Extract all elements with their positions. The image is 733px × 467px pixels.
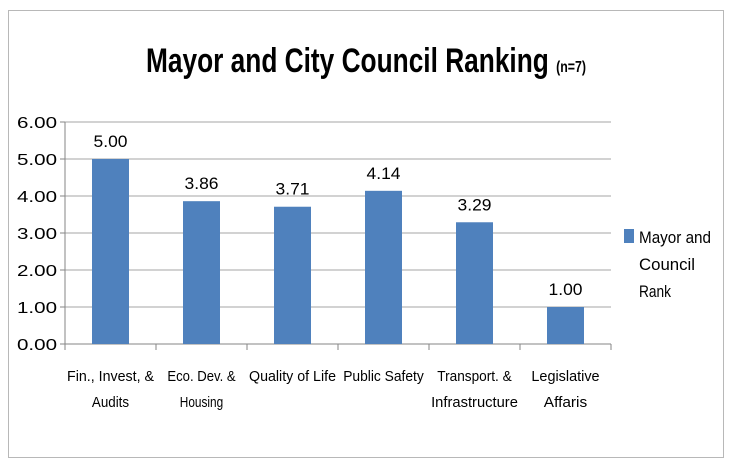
data-label: 1.00 (549, 280, 583, 299)
bar (547, 307, 584, 344)
y-tick-label: 5.00 (17, 152, 57, 169)
x-tick-label: Affaris (544, 394, 587, 411)
chart-frame (8, 10, 724, 458)
x-tick-label: Eco. Dev. & (167, 368, 235, 385)
y-tick-label: 6.00 (17, 115, 57, 132)
x-tick-label: Fin., Invest, & (67, 368, 154, 385)
bar (274, 206, 311, 344)
data-label: 3.86 (185, 174, 219, 193)
legend-label: Council (639, 255, 695, 274)
x-tick-label: Audits (92, 394, 129, 411)
y-tick-label: 0.00 (17, 337, 57, 354)
y-tick-label: 4.00 (17, 189, 57, 206)
bar (92, 159, 129, 344)
bar (456, 222, 493, 344)
chart-title: Mayor and City Council Ranking (n=7) (146, 42, 586, 80)
x-tick-label: Legislative (531, 368, 599, 385)
bar (183, 201, 220, 344)
legend-swatch (624, 229, 634, 243)
data-label: 5.00 (94, 132, 128, 151)
y-tick-label: 2.00 (17, 263, 57, 280)
data-label: 3.29 (458, 195, 492, 214)
x-tick-label: Quality of Life (249, 368, 336, 385)
bar (365, 190, 402, 344)
legend-label: Rank (639, 282, 671, 301)
x-tick-label: Housing (180, 394, 223, 411)
x-tick-label: Infrastructure (431, 394, 518, 411)
x-tick-label: Transport. & (437, 368, 511, 385)
data-label: 4.14 (367, 164, 401, 183)
y-tick-label: 3.00 (17, 226, 57, 243)
x-tick-label: Public Safety (343, 368, 424, 385)
data-label: 3.71 (276, 180, 310, 199)
y-tick-label: 1.00 (17, 300, 57, 317)
chart-subtitle: (n=7) (556, 59, 586, 76)
legend-label: Mayor and (639, 228, 711, 247)
